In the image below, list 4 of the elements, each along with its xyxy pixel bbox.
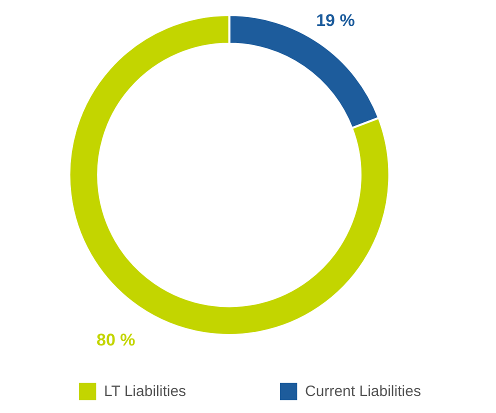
legend-label: LT Liabilities <box>104 382 186 400</box>
data-label: 19 % <box>316 11 355 30</box>
legend-label: Current Liabilities <box>305 382 421 400</box>
data-label: 80 % <box>96 330 136 350</box>
